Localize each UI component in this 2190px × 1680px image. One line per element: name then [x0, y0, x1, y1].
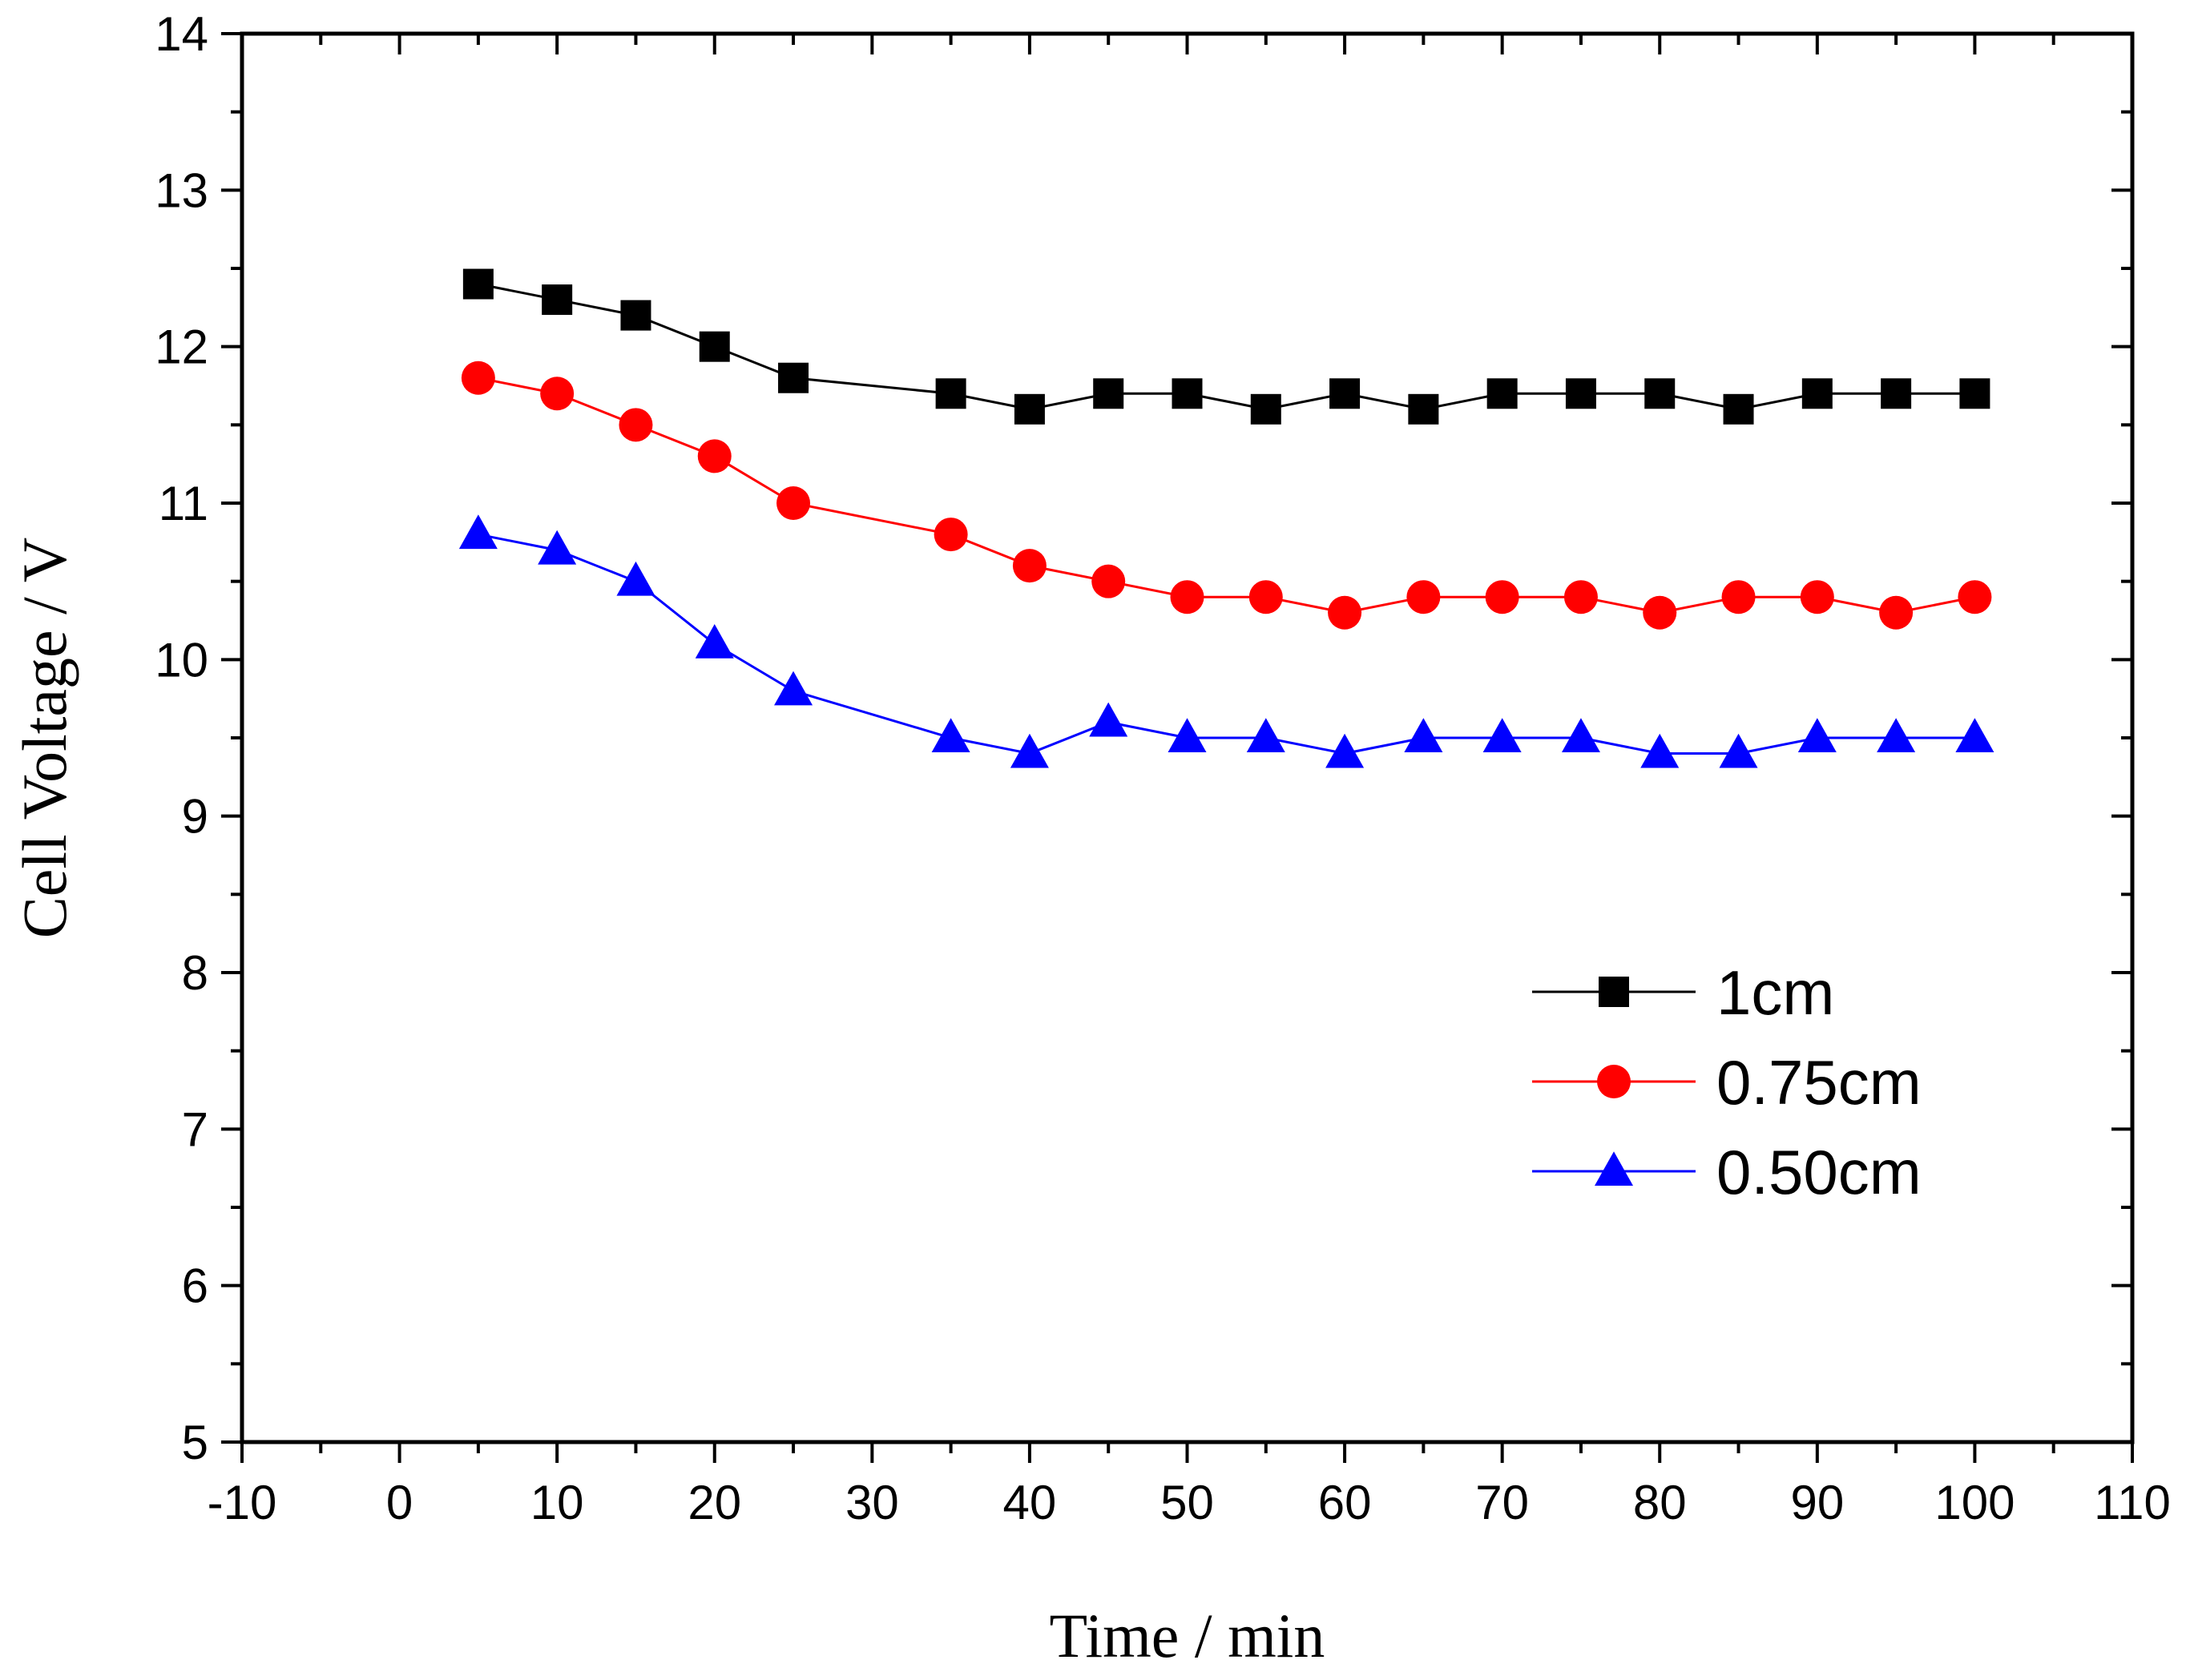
x-tick-label: 10	[530, 1476, 584, 1529]
y-tick-label: 9	[182, 790, 208, 844]
data-point-1cm	[1801, 378, 1833, 409]
data-point-0.75cm	[1012, 549, 1047, 583]
x-tick-label: 100	[1934, 1476, 2015, 1529]
data-point-0.75cm	[1170, 580, 1204, 614]
data-point-0.50cm	[774, 671, 813, 706]
legend-label-1cm: 1cm	[1716, 957, 1834, 1028]
series-line-0.50cm	[478, 533, 1975, 755]
data-point-0.75cm	[619, 408, 653, 442]
data-point-0.50cm	[1404, 718, 1443, 752]
legend-marker-0.50cm	[1595, 1151, 1633, 1186]
data-point-1cm	[1486, 378, 1518, 409]
data-point-1cm	[1172, 378, 1203, 409]
data-point-1cm	[1723, 393, 1754, 425]
data-point-0.50cm	[1955, 718, 1994, 752]
data-point-0.75cm	[697, 439, 732, 473]
data-point-0.75cm	[1958, 580, 1992, 614]
data-point-0.75cm	[934, 518, 968, 552]
x-tick-label: 80	[1633, 1476, 1687, 1529]
legend: 1cm 0.75cm 0.50cm	[1532, 957, 1922, 1207]
x-tick-label: 70	[1475, 1476, 1529, 1529]
data-point-0.50cm	[1168, 718, 1207, 752]
data-point-0.75cm	[1248, 580, 1283, 614]
legend-marker-1cm	[1599, 977, 1629, 1007]
data-point-0.50cm	[931, 718, 970, 752]
y-tick-label: 14	[155, 7, 208, 61]
x-tick-label: 30	[845, 1476, 899, 1529]
legend-marker-0.75cm	[1597, 1065, 1631, 1098]
data-point-1cm	[1959, 378, 1990, 409]
y-tick-label: 11	[159, 477, 208, 530]
x-tick-label: 0	[386, 1476, 413, 1529]
data-point-1cm	[1014, 393, 1045, 425]
data-point-0.75cm	[1800, 580, 1834, 614]
x-tick-label: 40	[1003, 1476, 1057, 1529]
data-point-0.50cm	[1719, 733, 1758, 768]
data-point-1cm	[778, 362, 809, 393]
data-point-0.75cm	[1328, 595, 1362, 630]
data-point-0.75cm	[1406, 580, 1441, 614]
legend-label-0.75cm: 0.75cm	[1716, 1047, 1922, 1118]
data-point-0.50cm	[1089, 702, 1128, 737]
data-point-0.75cm	[776, 486, 811, 520]
legend-label-0.50cm: 0.50cm	[1716, 1137, 1922, 1207]
x-axis-title: Time / min	[1050, 1601, 1325, 1670]
x-tick-label: 60	[1318, 1476, 1372, 1529]
data-point-0.50cm	[1325, 733, 1365, 768]
data-point-1cm	[1408, 393, 1439, 425]
y-tick-label: 10	[155, 633, 208, 687]
y-tick-label: 5	[182, 1416, 208, 1469]
y-tick-label: 13	[155, 163, 208, 217]
y-tick-label: 6	[182, 1259, 208, 1313]
data-point-0.50cm	[1482, 718, 1522, 752]
x-tick-label: 90	[1790, 1476, 1844, 1529]
data-point-1cm	[1329, 378, 1361, 409]
data-point-1cm	[1644, 378, 1676, 409]
data-point-0.75cm	[1643, 595, 1677, 630]
y-axis-title: Cell Voltage / V	[10, 538, 79, 939]
data-point-0.75cm	[1879, 595, 1914, 630]
data-point-1cm	[1881, 378, 1912, 409]
data-point-0.50cm	[1561, 718, 1600, 752]
data-point-1cm	[935, 378, 966, 409]
x-tick-label: 20	[688, 1476, 741, 1529]
y-tick-label: 12	[155, 320, 208, 374]
y-tick-label: 7	[182, 1102, 208, 1156]
data-point-0.50cm	[1640, 733, 1680, 768]
data-point-1cm	[542, 284, 573, 316]
data-point-0.75cm	[540, 377, 575, 411]
data-point-1cm	[1093, 378, 1124, 409]
data-point-1cm	[462, 268, 494, 300]
x-tick-label: 110	[2094, 1476, 2171, 1529]
data-point-0.75cm	[1721, 580, 1756, 614]
data-point-0.75cm	[1091, 564, 1126, 598]
data-point-0.50cm	[1246, 718, 1285, 752]
data-point-0.75cm	[1563, 580, 1598, 614]
data-point-1cm	[699, 331, 730, 362]
x-tick-label: -10	[208, 1476, 277, 1529]
data-point-0.75cm	[1485, 580, 1519, 614]
y-tick-label: 8	[182, 946, 208, 1000]
data-point-0.50cm	[695, 624, 734, 659]
data-point-0.50cm	[538, 530, 577, 565]
data-point-1cm	[1565, 378, 1596, 409]
data-point-0.50cm	[1797, 718, 1837, 752]
data-point-1cm	[620, 300, 651, 331]
data-point-0.50cm	[616, 561, 655, 596]
data-point-0.75cm	[461, 361, 495, 395]
data-point-0.50cm	[458, 514, 498, 550]
x-tick-label: 50	[1160, 1476, 1214, 1529]
data-point-1cm	[1250, 393, 1281, 425]
data-point-0.50cm	[1877, 718, 1916, 752]
data-point-0.50cm	[1010, 733, 1049, 768]
